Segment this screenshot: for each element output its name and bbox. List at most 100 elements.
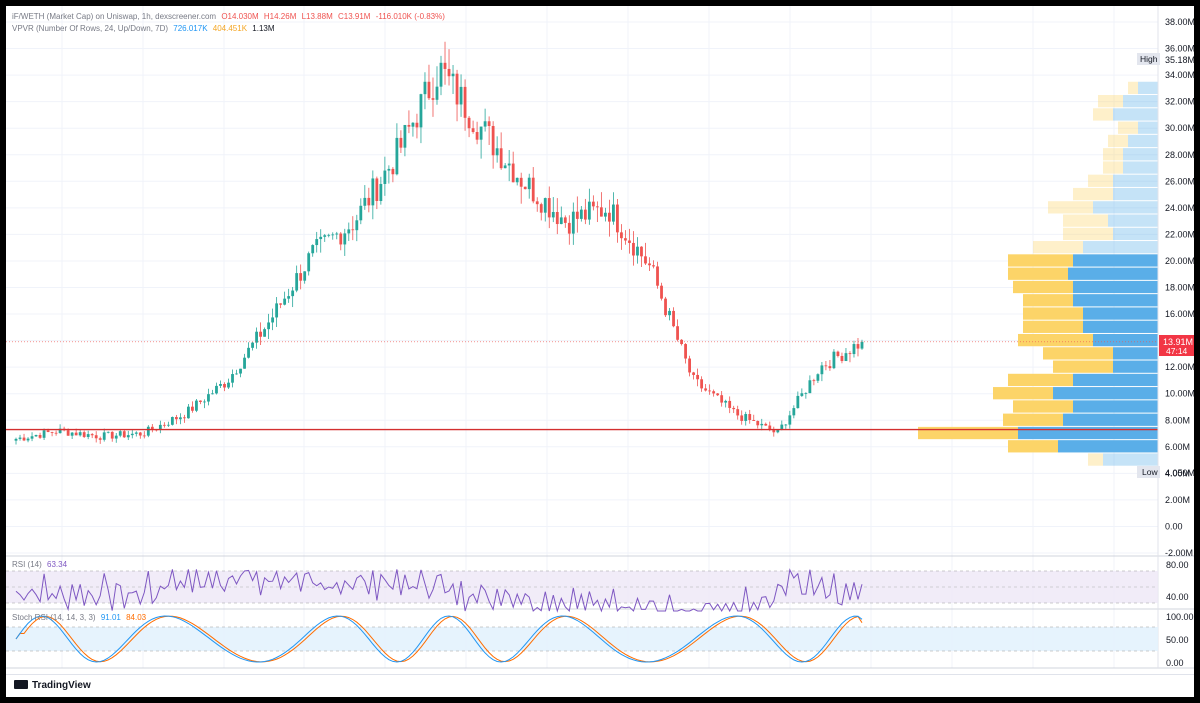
candle-body: [415, 122, 419, 128]
rsi-title[interactable]: RSI (14): [12, 560, 42, 569]
candle-body: [110, 431, 114, 439]
candle-body: [812, 380, 816, 382]
stoch-axis-0: 0.00: [1166, 658, 1184, 668]
candle-body: [323, 235, 327, 237]
candle-body: [599, 207, 603, 217]
candle-body: [219, 383, 222, 386]
candle-body: [688, 358, 691, 373]
vp-bar-down: [1023, 294, 1073, 307]
candle-body: [696, 374, 700, 380]
symbol-legend[interactable]: iF/WETH (Market Cap) on Uniswap, 1h, dex…: [12, 12, 448, 21]
open-value: O14.030M: [221, 12, 259, 21]
candle-body: [531, 177, 535, 202]
candle-body: [98, 438, 102, 440]
candle-body: [158, 424, 162, 430]
candle-body: [527, 177, 531, 190]
candle-body: [816, 374, 820, 381]
stoch-k-line: [15, 615, 863, 663]
vp-bar-down: [1073, 187, 1113, 201]
candle-body: [78, 432, 82, 436]
candle-body: [748, 414, 752, 420]
vp-bar-up: [1073, 254, 1158, 267]
candle-body: [307, 253, 311, 272]
candle-body: [146, 426, 150, 436]
candle-body: [359, 205, 363, 221]
vpvr-legend[interactable]: VPVR (Number Of Rows, 24, Up/Down, 7D) 7…: [12, 24, 278, 33]
footer-bar: TradingView: [6, 674, 1194, 697]
candle-body: [263, 329, 266, 337]
candle-body: [555, 211, 559, 225]
candle-body: [463, 86, 467, 118]
price-tick: 10.00M: [1165, 389, 1194, 399]
vp-bar-up: [1073, 373, 1158, 387]
candle-body: [455, 73, 459, 105]
brand-name: TradingView: [32, 680, 91, 691]
candle-body: [776, 429, 780, 433]
rsi-legend[interactable]: RSI (14) 63.34: [12, 560, 70, 569]
vp-bar-down: [1023, 307, 1083, 320]
candle-body: [523, 186, 527, 190]
candle-body: [295, 273, 299, 291]
low-marker-bg: [1137, 466, 1160, 478]
candle-body: [728, 400, 732, 408]
candle-body: [840, 355, 844, 362]
stoch-axis-100: 100.00: [1166, 612, 1194, 622]
candle-body: [26, 438, 30, 441]
candle-body: [403, 124, 407, 148]
candle-body: [363, 197, 367, 206]
candle-body: [142, 435, 146, 437]
price-tick: 22.00M: [1165, 229, 1194, 239]
candle-body: [42, 430, 46, 438]
price-tick: 12.00M: [1165, 362, 1194, 372]
candle-body: [223, 383, 226, 388]
vp-bar-down: [1118, 121, 1138, 134]
vp-bar-down: [1003, 413, 1063, 426]
tradingview-icon: [14, 680, 28, 689]
candle-body: [399, 137, 403, 148]
price-axis[interactable]: 38.00M 36.00M 34.00M 32.00M 30.00M 28.00M 26.0…: [1165, 17, 1194, 558]
candle-body: [299, 273, 303, 281]
stoch-title[interactable]: Stoch RSI (14, 14, 3, 3): [12, 613, 96, 622]
symbol-title[interactable]: iF/WETH (Market Cap) on Uniswap, 1h, dex…: [12, 12, 217, 21]
tradingview-logo[interactable]: TradingView: [14, 680, 91, 691]
candle-body: [50, 432, 54, 433]
vp-bar-up: [1113, 360, 1158, 373]
candle-body: [170, 417, 174, 425]
rsi-axis-80: 80.00: [1166, 560, 1189, 570]
vp-bar-down: [1128, 81, 1138, 95]
candle-body: [563, 217, 567, 223]
candle-body: [507, 163, 511, 166]
vp-bar-down: [993, 387, 1053, 400]
vp-bar-down: [1093, 108, 1113, 121]
chart-canvas[interactable]: 38.00M 36.00M 34.00M 32.00M 30.00M 28.00M 26.0…: [6, 6, 1194, 674]
vpvr-total: 1.13M: [252, 24, 275, 33]
stoch-k-value: 91.01: [100, 613, 121, 622]
candle-body: [102, 432, 106, 440]
vpvr-title[interactable]: VPVR (Number Of Rows, 24, Up/Down, 7D): [12, 24, 169, 33]
candle-body: [46, 430, 50, 433]
candle-body: [844, 353, 848, 362]
candle-body: [191, 406, 194, 411]
candle-body: [848, 353, 852, 355]
vp-bar-up: [1123, 161, 1158, 174]
candle-body: [38, 435, 42, 438]
low-value-legend: L13.88M: [301, 12, 333, 21]
candle-body: [575, 211, 579, 219]
candle-body: [34, 435, 38, 437]
vp-bar-up: [1073, 280, 1158, 294]
candle-body: [764, 423, 768, 426]
candle-body: [134, 432, 138, 434]
vp-bar-down: [1088, 174, 1113, 187]
candle-body: [315, 239, 319, 246]
vp-bar-down: [1013, 400, 1073, 413]
candle-body: [652, 265, 655, 267]
candle-body: [467, 117, 471, 129]
candle-body: [491, 126, 495, 156]
candle-body: [720, 395, 724, 403]
stoch-legend[interactable]: Stoch RSI (14, 14, 3, 3) 91.01 84.03: [12, 613, 149, 622]
vp-bar-down: [1043, 347, 1113, 360]
candle-body: [808, 380, 812, 394]
candle-body: [772, 429, 776, 433]
candle-body: [118, 431, 122, 436]
candle-body: [539, 204, 543, 213]
